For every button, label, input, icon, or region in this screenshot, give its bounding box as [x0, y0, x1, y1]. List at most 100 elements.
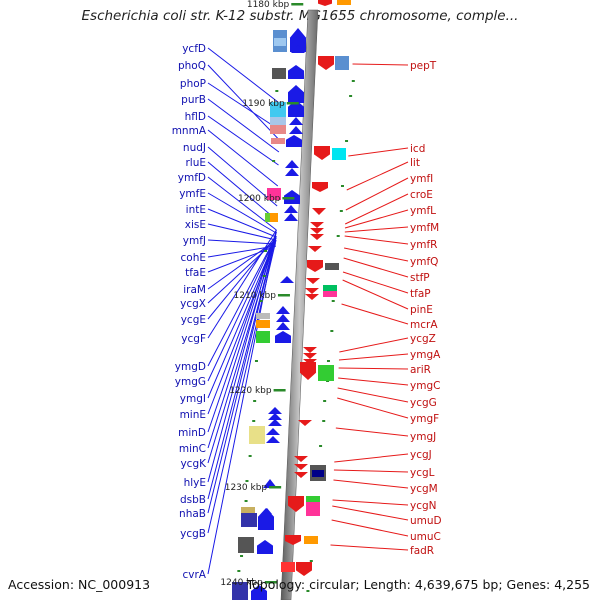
- gene-arrow[interactable]: [268, 413, 282, 420]
- gene-label-minD[interactable]: minD: [178, 427, 206, 439]
- gene-label-purB[interactable]: purB: [181, 94, 206, 106]
- gene-label-ymfL[interactable]: ymfL: [410, 205, 436, 217]
- gene-block[interactable]: [288, 65, 304, 79]
- gene-label-ymfJ[interactable]: ymfJ: [183, 235, 206, 247]
- gene-features[interactable]: [232, 0, 351, 600]
- gene-label-mcrA[interactable]: mcrA: [410, 319, 438, 331]
- gene-arrow[interactable]: [306, 278, 320, 284]
- feature-box[interactable]: [232, 582, 248, 600]
- feature-box[interactable]: [270, 102, 286, 118]
- gene-block[interactable]: [307, 260, 323, 272]
- feature-box[interactable]: [318, 365, 334, 381]
- gene-block[interactable]: [275, 331, 291, 343]
- gene-label-cvrA[interactable]: cvrA: [183, 569, 207, 581]
- gene-label-minC[interactable]: minC: [179, 443, 206, 455]
- feature-box[interactable]: [249, 426, 265, 444]
- gene-label-ycgG[interactable]: ycgG: [410, 397, 437, 409]
- gene-block[interactable]: [318, 56, 334, 70]
- gene-arrow[interactable]: [310, 228, 324, 234]
- feature-box[interactable]: [241, 513, 257, 527]
- gene-block[interactable]: [288, 85, 304, 103]
- gene-arrow[interactable]: [294, 456, 308, 462]
- feature-box[interactable]: [256, 331, 270, 343]
- gene-label-ariR[interactable]: ariR: [410, 364, 431, 376]
- gene-label-ymgI[interactable]: ymgI: [180, 393, 206, 405]
- gene-arrow[interactable]: [291, 45, 305, 53]
- gene-label-fadR[interactable]: fadR: [410, 545, 434, 557]
- gene-label-lit[interactable]: lit: [410, 157, 420, 169]
- gene-label-ymfD[interactable]: ymfD: [178, 172, 206, 184]
- feature-box[interactable]: [312, 470, 324, 477]
- gene-block[interactable]: [300, 362, 316, 380]
- gene-label-ymfR[interactable]: ymfR: [410, 239, 437, 251]
- gene-label-ycgX[interactable]: ycgX: [180, 298, 206, 310]
- feature-box[interactable]: [306, 496, 320, 502]
- feature-box[interactable]: [265, 213, 270, 222]
- gene-label-nhaB[interactable]: nhaB: [179, 508, 206, 520]
- gene-label-hflD[interactable]: hflD: [185, 111, 206, 123]
- gene-label-croE[interactable]: croE: [410, 189, 433, 201]
- gene-label-ymfE[interactable]: ymfE: [179, 188, 206, 200]
- gene-arrow[interactable]: [280, 276, 294, 283]
- gene-label-ymfQ[interactable]: ymfQ: [410, 256, 438, 268]
- gene-label-phoP[interactable]: phoP: [180, 78, 206, 90]
- gene-label-ycgM[interactable]: ycgM: [410, 483, 438, 495]
- gene-label-rluE[interactable]: rluE: [185, 157, 206, 169]
- gene-arrow[interactable]: [298, 420, 312, 426]
- gene-arrow[interactable]: [266, 436, 280, 443]
- gene-arrow[interactable]: [310, 222, 324, 228]
- left-gene-labels[interactable]: ycfD phoQ phoP purB hflD mnmA nudJ rluE ymfD ymfE…: [172, 43, 207, 581]
- gene-label-phoQ[interactable]: phoQ: [178, 60, 206, 72]
- gene-label-ymgD[interactable]: ymgD: [175, 361, 206, 373]
- gene-arrow[interactable]: [294, 464, 308, 470]
- gene-arrow[interactable]: [305, 294, 319, 300]
- gene-label-ycgF[interactable]: ycgF: [181, 333, 206, 345]
- gene-label-ymfM[interactable]: ymfM: [410, 222, 439, 234]
- gene-block[interactable]: [318, 0, 332, 6]
- feature-box[interactable]: [337, 0, 351, 5]
- gene-arrow[interactable]: [284, 205, 298, 213]
- feature-box[interactable]: [241, 507, 255, 513]
- feature-box[interactable]: [325, 263, 339, 270]
- gene-label-intE[interactable]: intE: [186, 204, 206, 216]
- gene-arrow[interactable]: [289, 117, 303, 125]
- feature-box[interactable]: [332, 148, 346, 160]
- gene-arrow[interactable]: [276, 314, 290, 322]
- gene-block[interactable]: [314, 146, 330, 160]
- gene-label-icd[interactable]: icd: [410, 143, 425, 155]
- gene-label-ymgC[interactable]: ymgC: [410, 380, 440, 392]
- gene-label-ymgF[interactable]: ymgF: [410, 413, 439, 425]
- gene-label-ycgN[interactable]: ycgN: [410, 500, 437, 512]
- feature-box[interactable]: [270, 213, 278, 222]
- gene-label-ymgG[interactable]: ymgG: [175, 376, 206, 388]
- gene-label-umuC[interactable]: umuC: [410, 531, 441, 543]
- gene-block[interactable]: [286, 135, 302, 147]
- feature-box[interactable]: [256, 320, 270, 328]
- gene-arrow[interactable]: [263, 479, 277, 488]
- gene-label-ycgE[interactable]: ycgE: [181, 314, 206, 326]
- gene-arrow[interactable]: [289, 126, 303, 134]
- gene-arrow[interactable]: [276, 322, 290, 330]
- gene-arrow[interactable]: [310, 234, 324, 240]
- gene-block[interactable]: [296, 562, 312, 576]
- gene-label-tfaE[interactable]: tfaE: [185, 267, 206, 279]
- gene-label-iraM[interactable]: iraM: [183, 284, 206, 296]
- gene-block[interactable]: [257, 540, 273, 554]
- gene-label-ycfD[interactable]: ycfD: [182, 43, 206, 55]
- gene-block[interactable]: [285, 535, 301, 545]
- gene-arrow[interactable]: [291, 36, 305, 44]
- gene-block[interactable]: [288, 496, 304, 512]
- gene-label-dsbB[interactable]: dsbB: [180, 494, 206, 506]
- gene-arrow[interactable]: [308, 246, 322, 252]
- gene-arrow[interactable]: [285, 160, 299, 168]
- gene-block[interactable]: [251, 585, 267, 600]
- gene-label-ymgJ[interactable]: ymgJ: [410, 431, 436, 443]
- gene-label-ycgZ[interactable]: ycgZ: [410, 333, 436, 345]
- feature-box[interactable]: [256, 313, 270, 319]
- gene-label-ycgL[interactable]: ycgL: [410, 467, 435, 479]
- gene-label-hlyE[interactable]: hlyE: [184, 477, 206, 489]
- gene-arrow[interactable]: [303, 353, 317, 359]
- gene-label-mnmA[interactable]: mnmA: [172, 125, 207, 137]
- gene-block[interactable]: [312, 182, 328, 192]
